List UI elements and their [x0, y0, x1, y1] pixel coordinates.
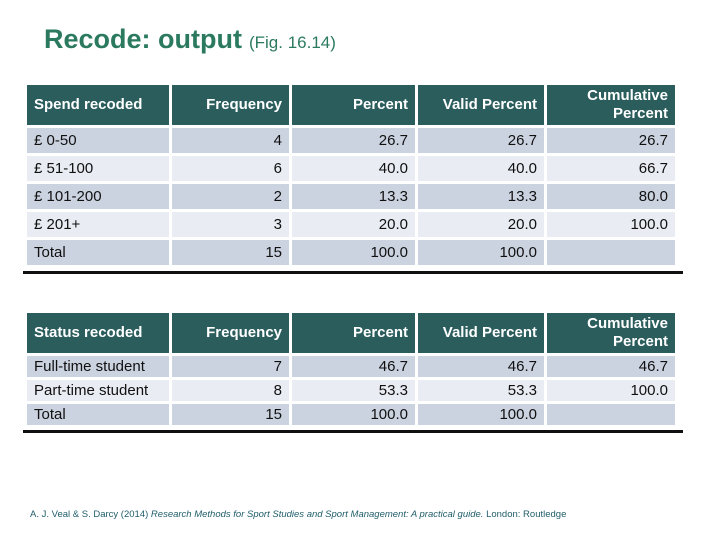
percent-cell: 53.3 — [292, 380, 415, 401]
table-row: £ 101-200 2 13.3 13.3 80.0 — [27, 184, 675, 209]
percent-cell: 20.0 — [292, 212, 415, 237]
row-label-cell: Full-time student — [27, 356, 169, 377]
valid-percent-cell: 100.0 — [418, 240, 544, 265]
frequency-cell: 7 — [172, 356, 289, 377]
cumulative-percent-cell: 100.0 — [547, 380, 675, 401]
column-header-status-recoded: Status recoded — [27, 313, 169, 353]
citation-authors: A. J. Veal & S. Darcy (2014) — [30, 509, 151, 520]
citation-publisher: London: Routledge — [483, 509, 567, 520]
column-header-frequency: Frequency — [172, 313, 289, 353]
valid-percent-cell: 53.3 — [418, 380, 544, 401]
row-label-cell: £ 201+ — [27, 212, 169, 237]
row-label-cell: £ 51-100 — [27, 156, 169, 181]
spend-table-bottom-border — [23, 271, 683, 274]
valid-percent-cell: 20.0 — [418, 212, 544, 237]
column-header-valid-percent: Valid Percent — [418, 313, 544, 353]
row-label-cell: Total — [27, 404, 169, 425]
spend-recoded-table: Spend recoded Frequency Percent Valid Pe… — [24, 82, 678, 268]
column-header-percent: Percent — [292, 313, 415, 353]
table-row: Full-time student 7 46.7 46.7 46.7 — [27, 356, 675, 377]
column-header-frequency: Frequency — [172, 85, 289, 125]
table-row: Part-time student 8 53.3 53.3 100.0 — [27, 380, 675, 401]
percent-cell: 26.7 — [292, 128, 415, 153]
table-row: £ 201+ 3 20.0 20.0 100.0 — [27, 212, 675, 237]
table-row-total: Total 15 100.0 100.0 — [27, 240, 675, 265]
status-table-bottom-border — [23, 430, 683, 433]
frequency-cell: 2 — [172, 184, 289, 209]
percent-cell: 100.0 — [292, 240, 415, 265]
valid-percent-cell: 46.7 — [418, 356, 544, 377]
frequency-cell: 15 — [172, 404, 289, 425]
cumulative-percent-cell — [547, 240, 675, 265]
valid-percent-cell: 13.3 — [418, 184, 544, 209]
column-header-spend-recoded: Spend recoded — [27, 85, 169, 125]
figure-reference: (Fig. 16.14) — [248, 33, 336, 52]
status-recoded-table: Status recoded Frequency Percent Valid P… — [24, 310, 678, 428]
page-title-text: Recode: output — [44, 24, 242, 54]
table-header-row: Spend recoded Frequency Percent Valid Pe… — [27, 85, 675, 125]
frequency-cell: 3 — [172, 212, 289, 237]
valid-percent-cell: 40.0 — [418, 156, 544, 181]
table-row-total: Total 15 100.0 100.0 — [27, 404, 675, 425]
frequency-cell: 15 — [172, 240, 289, 265]
percent-cell: 46.7 — [292, 356, 415, 377]
cumulative-percent-cell: 26.7 — [547, 128, 675, 153]
table-row: £ 0-50 4 26.7 26.7 26.7 — [27, 128, 675, 153]
row-label-cell: £ 0-50 — [27, 128, 169, 153]
frequency-cell: 8 — [172, 380, 289, 401]
cumulative-percent-cell: 46.7 — [547, 356, 675, 377]
table-row: £ 51-100 6 40.0 40.0 66.7 — [27, 156, 675, 181]
cumulative-percent-cell: 80.0 — [547, 184, 675, 209]
citation: A. J. Veal & S. Darcy (2014) Research Me… — [30, 509, 566, 520]
citation-book-title: Research Methods for Sport Studies and S… — [150, 509, 484, 520]
row-label-cell: Part-time student — [27, 380, 169, 401]
frequency-cell: 4 — [172, 128, 289, 153]
table-header-row: Status recoded Frequency Percent Valid P… — [27, 313, 675, 353]
column-header-percent: Percent — [292, 85, 415, 125]
page-title: Recode: output (Fig. 16.14) — [44, 22, 336, 60]
column-header-cumulative-percent: Cumulative Percent — [547, 85, 675, 125]
percent-cell: 100.0 — [292, 404, 415, 425]
column-header-cumulative-percent: Cumulative Percent — [547, 313, 675, 353]
frequency-cell: 6 — [172, 156, 289, 181]
row-label-cell: £ 101-200 — [27, 184, 169, 209]
row-label-cell: Total — [27, 240, 169, 265]
percent-cell: 40.0 — [292, 156, 415, 181]
column-header-valid-percent: Valid Percent — [418, 85, 544, 125]
valid-percent-cell: 26.7 — [418, 128, 544, 153]
cumulative-percent-cell: 66.7 — [547, 156, 675, 181]
cumulative-percent-cell — [547, 404, 675, 425]
percent-cell: 13.3 — [292, 184, 415, 209]
valid-percent-cell: 100.0 — [418, 404, 544, 425]
cumulative-percent-cell: 100.0 — [547, 212, 675, 237]
